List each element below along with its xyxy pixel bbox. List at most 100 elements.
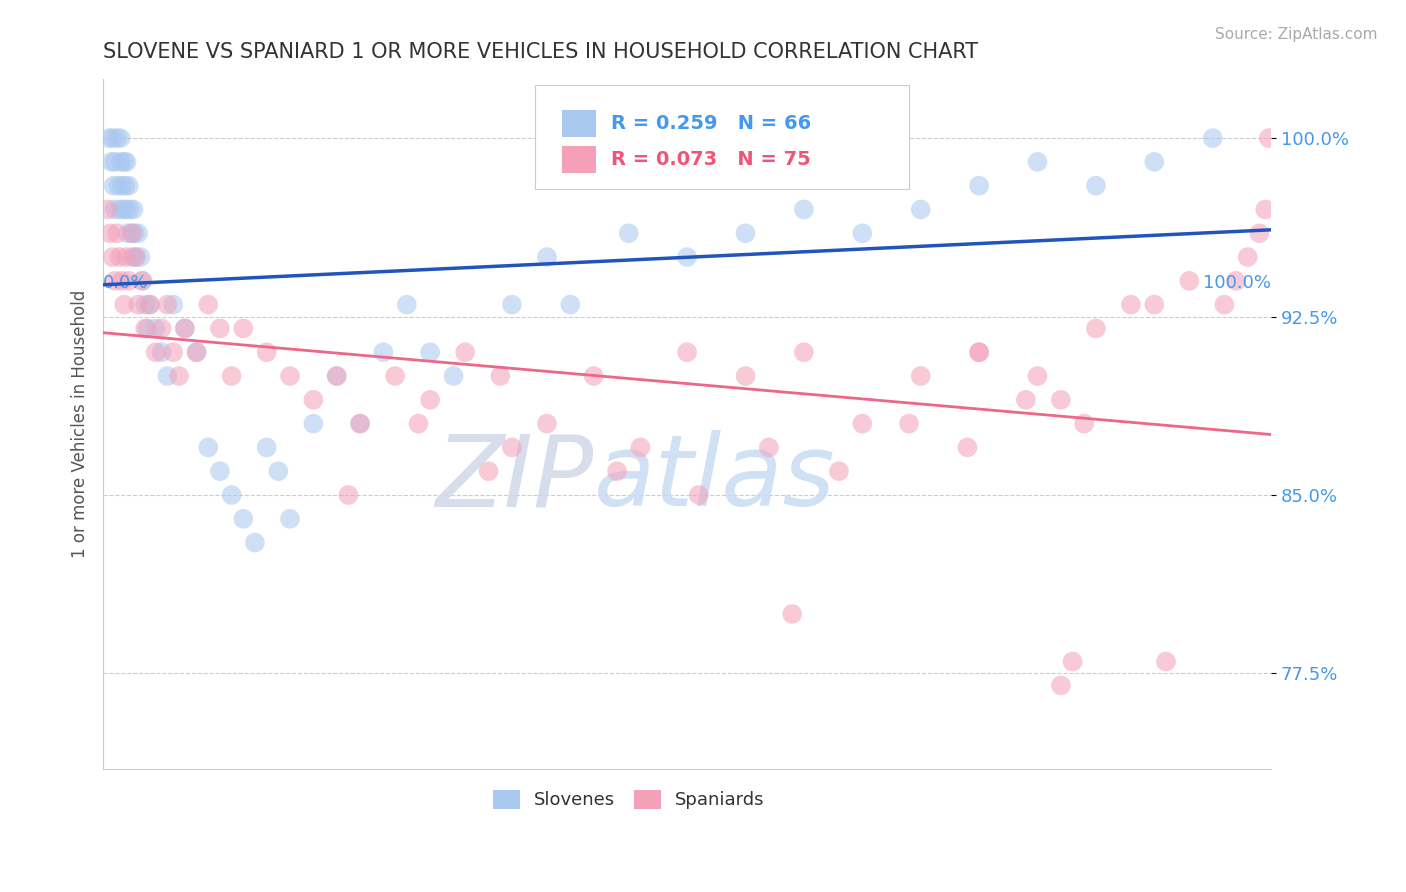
Point (121, 227, 143, 241)
Point (325, 369, 347, 384)
Point (103, 178, 125, 193)
Point (118, 202, 141, 217)
Point (302, 392, 325, 407)
Point (208, 321, 231, 335)
Point (1073, 417, 1095, 431)
Point (617, 227, 640, 241)
Point (256, 345, 278, 359)
Point (454, 345, 477, 359)
Point (1084, 321, 1107, 335)
Point (758, 441, 780, 455)
Point (127, 298, 149, 312)
Point (384, 369, 406, 384)
Point (967, 345, 990, 359)
Point (419, 345, 441, 359)
Point (131, 274, 153, 288)
Text: R = 0.259   N = 66: R = 0.259 N = 66 (612, 113, 811, 133)
Point (134, 298, 156, 312)
Point (115, 250, 138, 264)
Point (1213, 298, 1236, 312)
Y-axis label: 1 or more Vehicles in Household: 1 or more Vehicles in Household (72, 290, 89, 558)
Point (1143, 298, 1166, 312)
Point (267, 464, 290, 478)
Point (536, 417, 558, 431)
Point (1225, 274, 1247, 288)
Point (443, 369, 465, 384)
Point (134, 321, 156, 335)
Point (419, 392, 441, 407)
Point (104, 202, 127, 217)
Point (108, 250, 131, 264)
Point (98, 131, 121, 145)
Point (1015, 392, 1038, 407)
Text: 100.0%: 100.0% (1204, 274, 1271, 292)
Point (628, 441, 651, 455)
Point (828, 464, 851, 478)
Text: SLOVENE VS SPANIARD 1 OR MORE VEHICLES IN HOUSEHOLD CORRELATION CHART: SLOVENE VS SPANIARD 1 OR MORE VEHICLES I… (103, 42, 979, 62)
Point (110, 131, 132, 145)
Point (349, 417, 371, 431)
Point (1202, 131, 1225, 145)
Point (967, 178, 990, 193)
Point (121, 250, 143, 264)
FancyBboxPatch shape (536, 86, 910, 189)
Point (115, 202, 138, 217)
Point (910, 202, 932, 217)
Point (243, 535, 266, 549)
Point (302, 417, 325, 431)
Point (221, 488, 243, 502)
Point (780, 607, 803, 621)
Point (325, 369, 347, 384)
Point (408, 417, 430, 431)
Point (1236, 250, 1258, 264)
Point (162, 345, 184, 359)
Point (688, 488, 710, 502)
Point (108, 202, 131, 217)
Point (111, 274, 134, 288)
Point (278, 369, 301, 384)
Point (115, 154, 138, 169)
Point (112, 154, 135, 169)
Point (125, 250, 148, 264)
Point (477, 464, 499, 478)
Point (793, 345, 815, 359)
Point (150, 345, 173, 359)
Point (734, 369, 756, 384)
Point (167, 369, 190, 384)
Point (186, 345, 208, 359)
Point (97, 202, 120, 217)
Point (1254, 202, 1277, 217)
Point (232, 512, 254, 526)
Point (278, 512, 301, 526)
Point (851, 417, 873, 431)
Text: ZIP: ZIP (436, 430, 593, 527)
Point (898, 417, 921, 431)
Point (156, 369, 179, 384)
Point (256, 441, 278, 455)
Point (98, 227, 121, 241)
Point (1178, 274, 1201, 288)
Legend: Slovenes, Spaniards: Slovenes, Spaniards (488, 785, 770, 814)
Point (349, 417, 371, 431)
Text: R = 0.073   N = 75: R = 0.073 N = 75 (612, 150, 811, 169)
Point (489, 369, 512, 384)
Point (501, 298, 523, 312)
FancyBboxPatch shape (562, 110, 596, 136)
Point (101, 250, 124, 264)
Point (793, 202, 815, 217)
Point (124, 227, 146, 241)
Point (501, 441, 523, 455)
Point (136, 321, 159, 335)
Text: Source: ZipAtlas.com: Source: ZipAtlas.com (1215, 27, 1378, 42)
Point (145, 321, 167, 335)
Point (536, 250, 558, 264)
Point (851, 227, 873, 241)
Point (139, 298, 162, 312)
Point (173, 321, 195, 335)
Point (1257, 131, 1279, 145)
Point (122, 202, 145, 217)
Point (114, 178, 136, 193)
Point (1119, 298, 1142, 312)
Point (395, 298, 418, 312)
Point (104, 274, 127, 288)
